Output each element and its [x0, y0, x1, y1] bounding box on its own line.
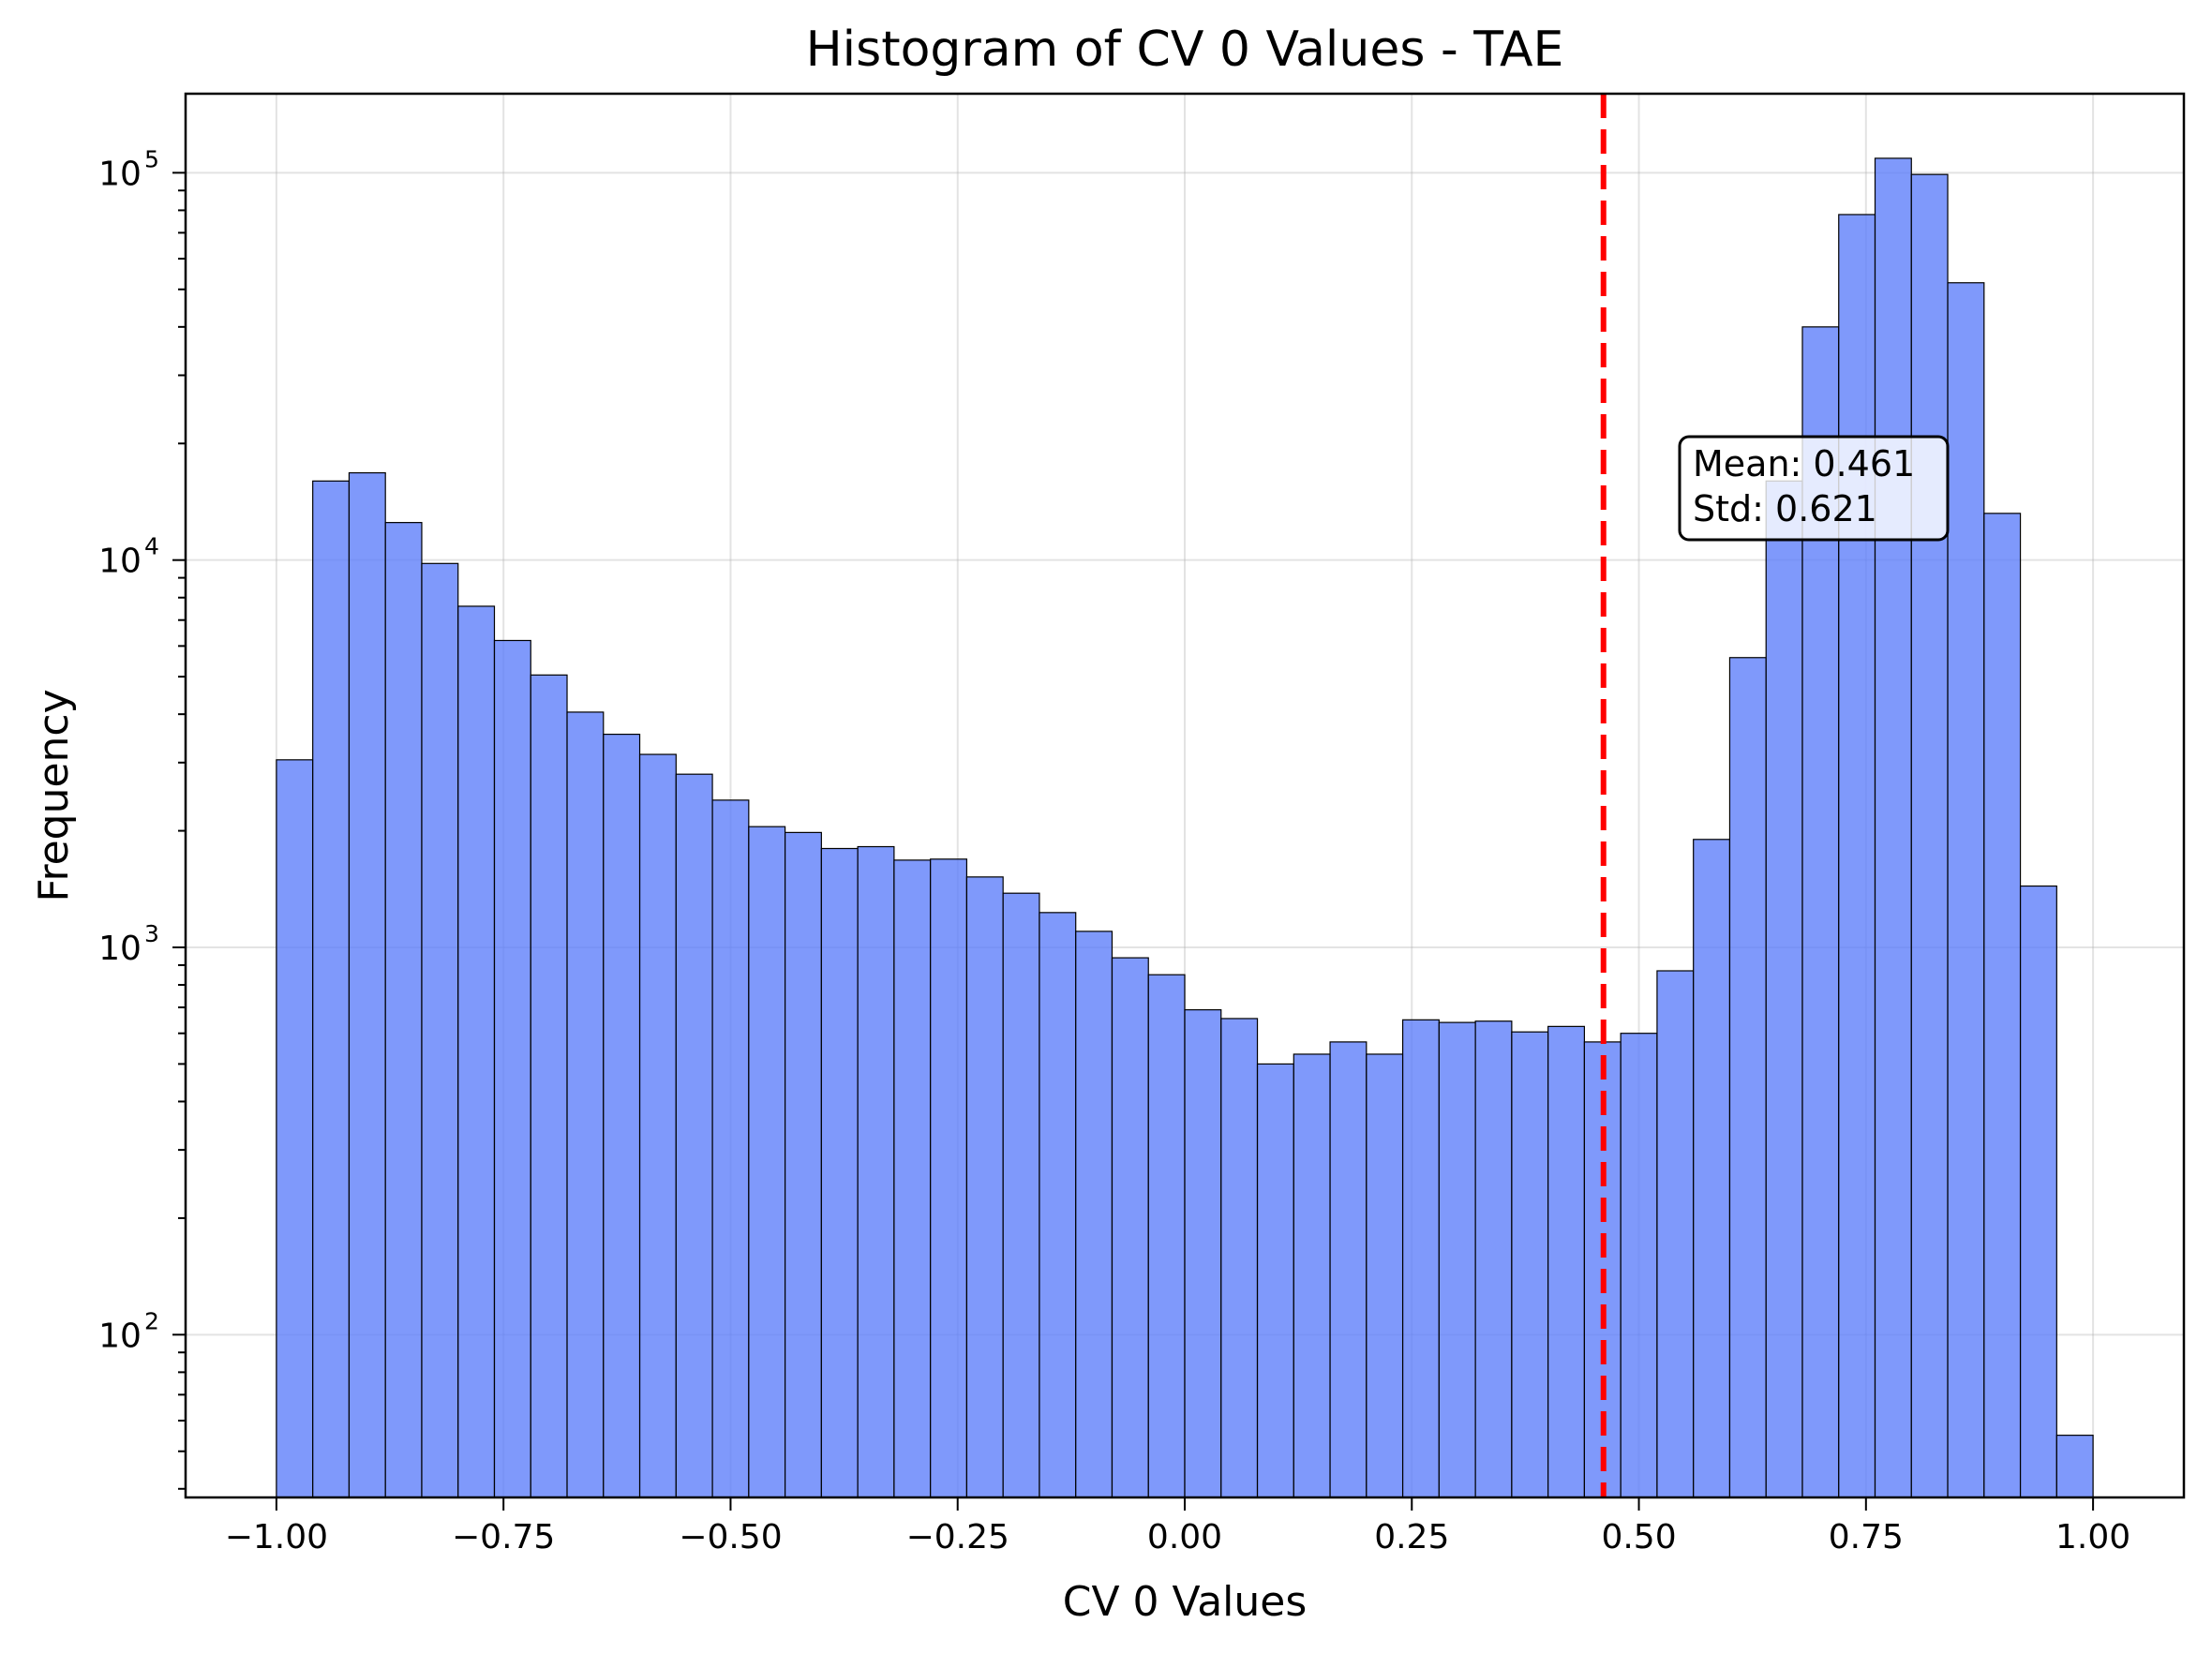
histogram-bar: [1438, 1021, 1476, 1498]
y-tick-exponent: 5: [144, 145, 159, 172]
axis-ticks: −1.00 −0.75 −0.50 −0.25 0.00 0.25 0.50 0.75 1.00…: [98, 145, 2130, 1556]
histogram-bar: [566, 711, 605, 1498]
histogram-bar: [1511, 1031, 1549, 1498]
histogram-bar: [1728, 657, 1767, 1498]
histogram-bar: [965, 876, 1004, 1498]
histogram-bar: [348, 471, 386, 1498]
histogram-bar: [820, 847, 859, 1498]
x-tick-label: −0.25: [906, 1518, 1009, 1556]
histogram-bar: [1111, 957, 1149, 1498]
x-tick-label: 0.50: [1601, 1518, 1676, 1556]
x-tick-label: 1.00: [2055, 1518, 2130, 1556]
histogram-bar: [857, 845, 895, 1498]
plot-frame: [184, 92, 2186, 1499]
histogram-bar: [457, 605, 496, 1498]
histogram-bar: [1547, 1025, 1585, 1498]
y-tick-exponent: 4: [144, 533, 159, 560]
histogram-bar: [638, 753, 677, 1498]
histogram-bar: [1293, 1053, 1331, 1498]
histogram-bar: [1002, 892, 1040, 1498]
histogram-bar: [1147, 974, 1186, 1498]
histogram-bar: [893, 859, 932, 1498]
histogram-bar: [1184, 1009, 1222, 1498]
histogram-bar: [930, 858, 968, 1498]
histogram-bar: [784, 831, 822, 1498]
histogram-bar: [1220, 1018, 1259, 1498]
histogram-bar: [421, 562, 459, 1498]
stats-box-frame: [1678, 435, 1950, 542]
histogram-bar: [1329, 1041, 1368, 1498]
histogram-bar: [1874, 157, 1912, 1498]
histogram-bar: [1983, 513, 2022, 1498]
histogram-bar: [748, 826, 786, 1498]
x-tick-label: 0.75: [1829, 1518, 1904, 1556]
y-tick-label: 10: [98, 155, 142, 193]
x-tick-label: 0.00: [1147, 1518, 1222, 1556]
histogram-bar: [1765, 480, 1803, 1498]
histogram-bar: [1075, 931, 1113, 1498]
x-tick-label: −0.50: [679, 1518, 782, 1556]
histogram-bar: [1366, 1053, 1404, 1498]
y-tick-label: 10: [98, 1317, 142, 1355]
histogram-bar: [530, 674, 568, 1498]
y-tick-label: 10: [98, 930, 142, 968]
histogram-bar: [675, 773, 713, 1498]
histogram-bar: [603, 733, 641, 1498]
x-tick-label: −1.00: [225, 1518, 328, 1556]
x-axis-label: CV 0 Values: [1063, 1578, 1308, 1626]
histogram-bar: [1256, 1063, 1294, 1498]
histogram-bar: [1656, 970, 1695, 1498]
y-tick-exponent: 2: [144, 1307, 159, 1334]
histogram-bar: [711, 799, 750, 1498]
y-axis-label: Frequency: [30, 689, 78, 901]
y-tick-exponent: 3: [144, 920, 159, 947]
histogram-bar: [493, 639, 531, 1498]
histogram-bar: [1693, 839, 1731, 1498]
histogram-bar: [1620, 1033, 1658, 1498]
histogram-bar: [384, 522, 423, 1498]
histogram-bar: [1947, 282, 1985, 1498]
histogram-bar: [1401, 1019, 1440, 1498]
stats-std-text: Std: 0.621: [1693, 488, 1877, 529]
histogram-bar: [1838, 214, 1876, 1498]
histogram-bar: [1474, 1020, 1513, 1498]
chart-title: Histogram of CV 0 Values - TAE: [806, 22, 1564, 78]
histogram-bar: [2019, 885, 2057, 1498]
y-tick-label: 10: [98, 543, 142, 581]
x-tick-label: −0.75: [452, 1518, 555, 1556]
stats-mean-text: Mean: 0.461: [1693, 443, 1915, 484]
histogram-bar: [276, 759, 314, 1498]
histogram-bar: [312, 480, 351, 1498]
histogram-bar: [1039, 912, 1077, 1498]
x-tick-label: 0.25: [1374, 1518, 1449, 1556]
histogram-bars: [276, 157, 2094, 1498]
histogram-bar: [2055, 1435, 2094, 1498]
histogram-bar: [1910, 173, 1949, 1498]
